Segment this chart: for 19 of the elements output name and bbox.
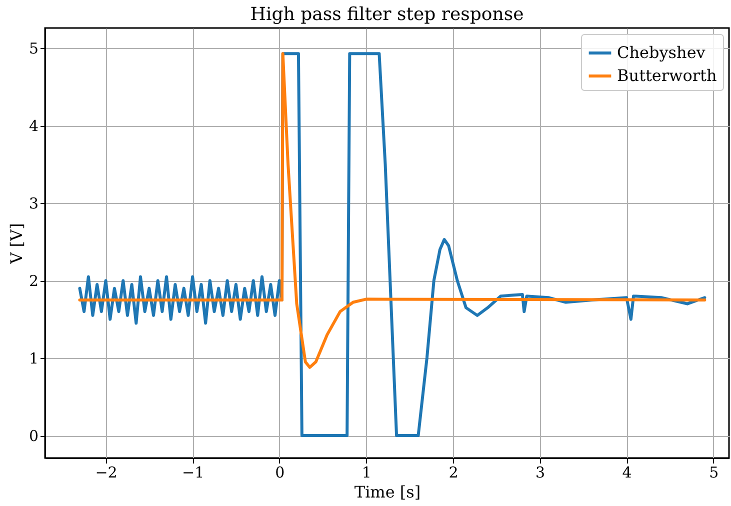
x-tick-label: −2 [95,464,118,482]
x-tick-label: 2 [448,464,458,482]
chart-title: High pass filter step response [250,4,524,25]
y-tick-label: 5 [28,40,38,58]
legend-label: Butterworth [617,66,717,85]
y-tick-label: 3 [28,194,38,213]
x-tick-label: 5 [709,464,719,482]
y-axis-title: V [V] [6,223,26,265]
x-tick-label: −1 [182,464,204,482]
y-tick-label: 1 [28,350,38,368]
x-tick-label: 4 [622,464,632,482]
y-tick-label: 0 [28,427,38,446]
legend-label: Chebyshev [617,43,706,62]
x-tick-label: 3 [536,464,546,482]
x-tick-label: 1 [362,464,372,482]
x-axis-title: Time [s] [354,482,421,502]
y-tick-label: 4 [28,117,38,136]
x-tick-label: 0 [275,464,285,482]
y-tick-label: 2 [28,272,38,290]
